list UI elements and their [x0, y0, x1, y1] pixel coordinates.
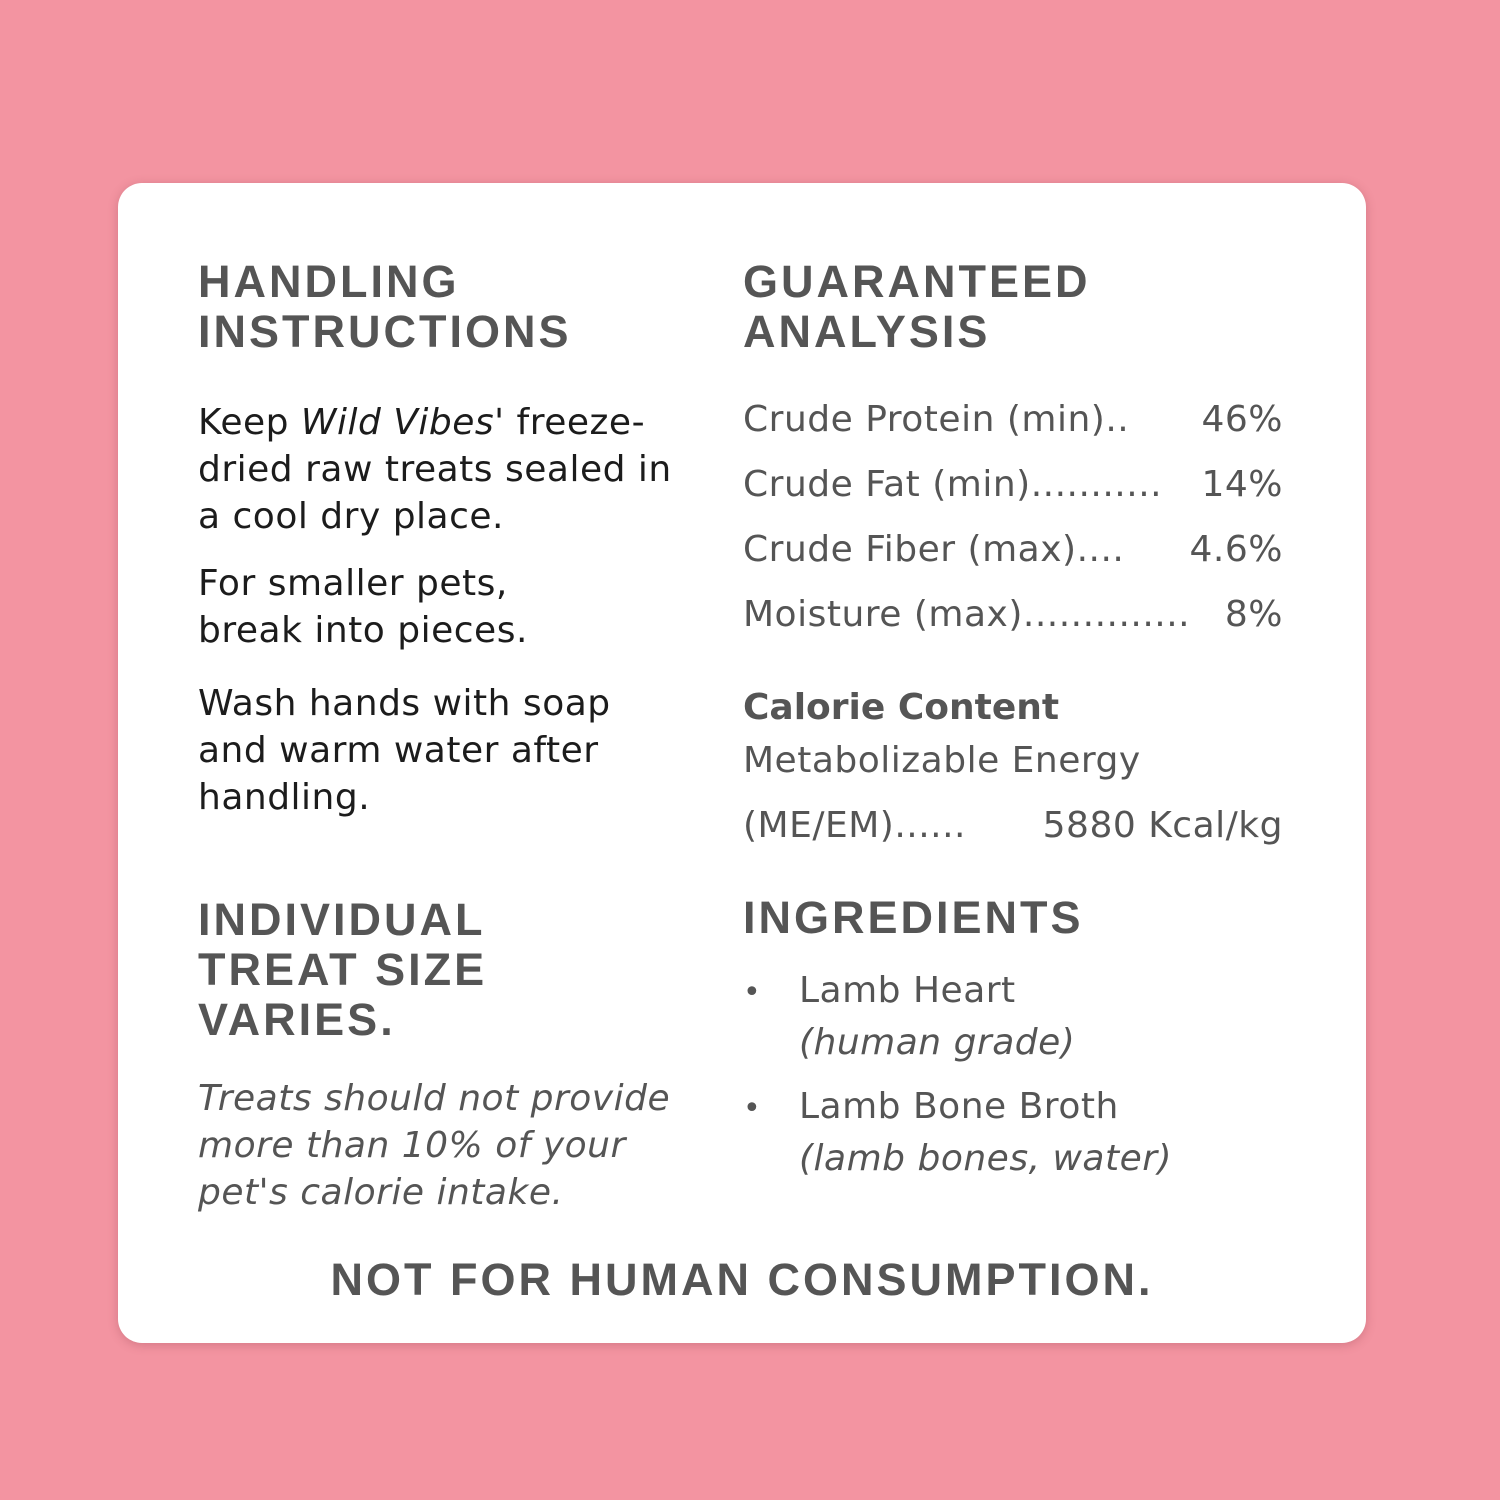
info-card: HANDLING INSTRUCTIONS Keep Wild Vibes' fr… [118, 183, 1366, 1343]
analysis-row: Crude Fat (min)........... 14% [743, 464, 1283, 505]
analysis-title: GUARANTEED ANALYSIS [743, 256, 1091, 357]
calorie-line: Metabolizable Energy [743, 740, 1141, 781]
list-item: • Lamb Heart (human grade) [743, 965, 1283, 1069]
calorie-value-row: (ME/EM)...... 5880 Kcal/kg [743, 805, 1283, 846]
bullet-icon: • [743, 1091, 761, 1126]
treat-size-title: INDIVIDUAL TREAT SIZE VARIES. [198, 894, 488, 1045]
list-item: • Lamb Bone Broth (lamb bones, water) [743, 1081, 1283, 1185]
treat-size-note: Treats should not provide more than 10% … [198, 1078, 671, 1213]
analysis-row: Moisture (max).............. 8% [743, 594, 1283, 635]
analysis-section: GUARANTEED ANALYSIS Crude Protein (min).… [743, 257, 1283, 858]
handling-paragraph-1: Keep Wild Vibes' freeze-dried raw treats… [198, 402, 672, 537]
ingredients-title: INGREDIENTS [743, 892, 1084, 943]
analysis-row: Crude Fiber (max).... 4.6% [743, 529, 1283, 570]
treat-size-section: INDIVIDUAL TREAT SIZE VARIES. Treats sho… [198, 895, 698, 1216]
footer-warning: NOT FOR HUMAN CONSUMPTION. [330, 1254, 1154, 1305]
brand-name: Wild Vibes' [300, 402, 505, 443]
bullet-icon: • [743, 975, 761, 1010]
handling-paragraph-3: Wash hands with soap and warm water afte… [198, 683, 611, 818]
calorie-title: Calorie Content [743, 687, 1060, 728]
handling-paragraph-2: For smaller pets, break into pieces. [198, 563, 528, 651]
ingredients-list: • Lamb Heart (human grade) • Lamb Bone Brot… [743, 965, 1283, 1185]
handling-section: HANDLING INSTRUCTIONS Keep Wild Vibes' fr… [198, 257, 698, 821]
handling-title: HANDLING INSTRUCTIONS [198, 256, 572, 357]
analysis-row: Crude Protein (min).. 46% [743, 399, 1283, 440]
analysis-table: Crude Protein (min).. 46% Crude Fat (min)… [743, 387, 1283, 647]
ingredients-section: INGREDIENTS • Lamb Heart (human grade) • La… [743, 893, 1283, 1197]
